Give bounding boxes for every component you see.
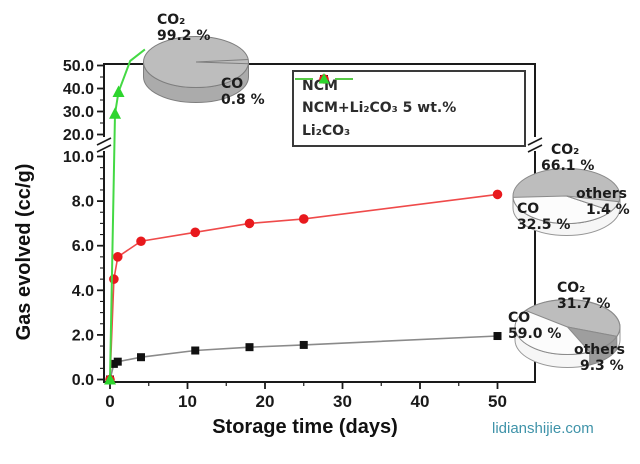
pie-li2co3 bbox=[143, 36, 249, 103]
y-tick-label: 10.0 bbox=[63, 149, 94, 166]
x-tick-label: 0 bbox=[105, 392, 114, 411]
y-tick-label: 40.0 bbox=[63, 81, 94, 98]
data-point-square bbox=[299, 340, 308, 349]
series-ncm-li-co-5-wt- bbox=[105, 189, 503, 385]
axis-break-slash bbox=[527, 144, 543, 153]
legend-label-ncm-li2co3: NCM+Li₂CO₃ 5 wt.% bbox=[302, 100, 457, 117]
y-tick-label: 2.0 bbox=[72, 327, 94, 344]
pie3-others-label: others 9.3 % bbox=[574, 342, 626, 374]
axis-break-gap bbox=[527, 137, 543, 151]
pie2-co-label: CO 32.5 % bbox=[517, 201, 571, 233]
pie3-co2-slice bbox=[524, 299, 621, 337]
y-tick-label: 0.0 bbox=[72, 372, 94, 389]
data-point-square bbox=[137, 353, 145, 362]
series-li-co- bbox=[104, 48, 146, 385]
legend-item-ncm-li2co3: NCM+Li₂CO₃ 5 wt.% bbox=[295, 74, 524, 119]
pie1-co-slice bbox=[195, 59, 249, 65]
pie2-others-label: others 1.4 % bbox=[576, 186, 630, 218]
y-tick-label: 30.0 bbox=[63, 104, 94, 121]
pie3-others-slice bbox=[566, 326, 618, 353]
data-point-square bbox=[493, 332, 502, 341]
data-point-triangle bbox=[104, 373, 116, 385]
y-tick-label: 20.0 bbox=[63, 127, 94, 144]
legend: NCM NCM+Li₂CO₃ 5 wt.% Li₂CO₃ bbox=[292, 70, 526, 147]
pie1-co2-label: CO₂ 99.2 % bbox=[157, 12, 211, 44]
legend-label-ncm: NCM bbox=[302, 78, 338, 95]
x-tick-label: 20 bbox=[256, 392, 275, 411]
axis-break-gap bbox=[96, 137, 112, 151]
data-point-circle bbox=[298, 214, 309, 224]
data-point-square bbox=[245, 343, 254, 352]
pie-ncm-li2co3 bbox=[512, 168, 621, 236]
data-point-circle bbox=[136, 236, 146, 247]
pie2-others-slice bbox=[566, 195, 620, 212]
watermark: lidianshijie.com bbox=[492, 420, 594, 437]
data-point-circle bbox=[244, 218, 255, 229]
y-axis-title: Gas evolved (cc/g) bbox=[13, 163, 35, 341]
series-ncm bbox=[106, 332, 502, 384]
data-point-square bbox=[113, 357, 122, 366]
y-tick-label: 8.0 bbox=[72, 194, 94, 211]
x-tick-label: 30 bbox=[333, 392, 352, 411]
y-tick-label: 6.0 bbox=[72, 238, 94, 255]
pie-ncm bbox=[514, 299, 621, 368]
y-tick-label: 50.0 bbox=[63, 58, 94, 75]
data-point-circle bbox=[190, 227, 201, 238]
axis-break-slash bbox=[527, 137, 543, 146]
pie2-co2-label: CO₂ 66.1 % bbox=[541, 142, 595, 174]
x-tick-label: 50 bbox=[488, 392, 507, 411]
data-point-triangle bbox=[112, 85, 125, 97]
x-axis-title: Storage time (days) bbox=[212, 416, 398, 438]
y-tick-label: 4.0 bbox=[72, 283, 94, 300]
pie3-co-label: CO 59.0 % bbox=[508, 310, 562, 342]
axis-break-slash bbox=[96, 144, 112, 153]
x-tick-label: 10 bbox=[178, 392, 197, 411]
data-point-circle bbox=[112, 252, 123, 262]
axis-break-slash bbox=[96, 137, 112, 146]
legend-marker-li2co3 bbox=[295, 73, 353, 84]
pie3-co2-label: CO₂ 31.7 % bbox=[557, 280, 611, 312]
data-point-triangle bbox=[109, 107, 122, 119]
data-point-square bbox=[191, 346, 200, 355]
legend-item-li2co3: Li₂CO₃ bbox=[295, 73, 524, 142]
legend-label-li2co3: Li₂CO₃ bbox=[302, 122, 351, 139]
pie1-co-label: CO 0.8 % bbox=[221, 76, 265, 108]
data-point-circle bbox=[492, 189, 503, 200]
x-tick-label: 40 bbox=[411, 392, 430, 411]
